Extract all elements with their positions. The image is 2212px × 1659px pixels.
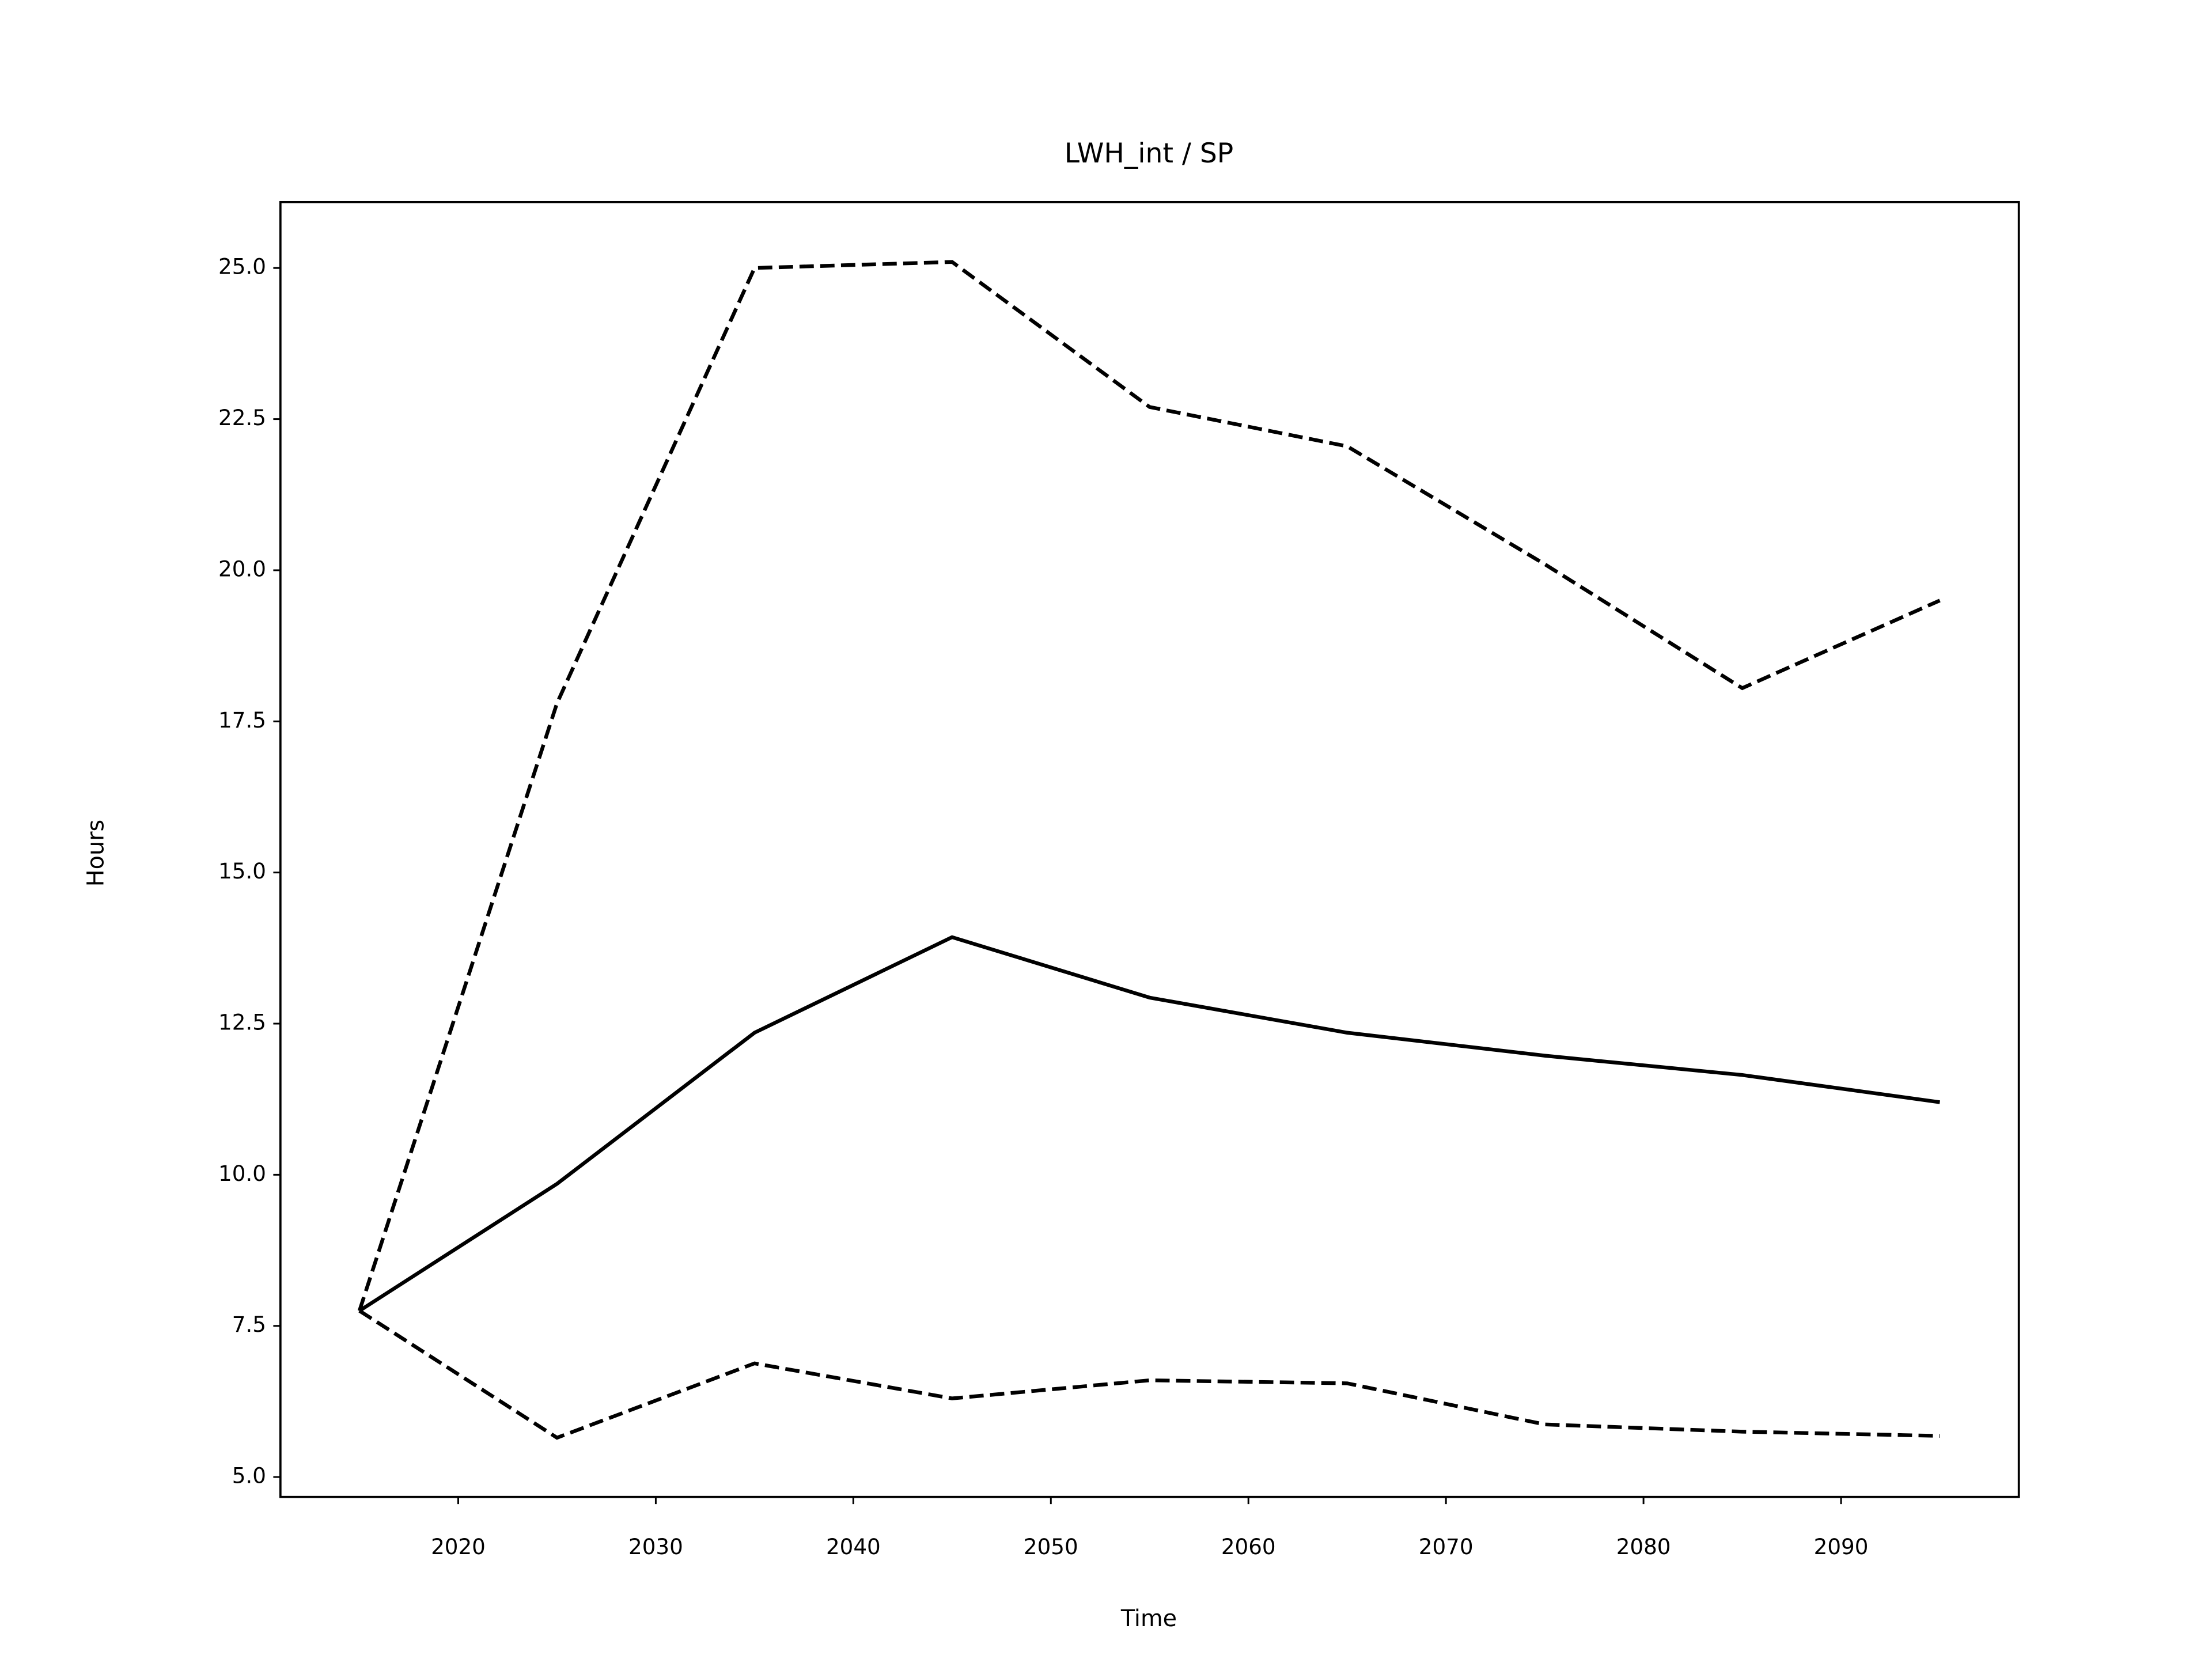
y-tick-label: 5.0 [232,1463,266,1488]
y-tick-label: 17.5 [218,707,266,733]
y-tick-label: 15.0 [218,858,266,884]
x-axis-label: Time [1120,1605,1177,1632]
series-line [358,1309,1940,1440]
plot-frame [279,200,2020,1498]
x-tick-label: 2040 [826,1534,881,1559]
x-tick-label: 2050 [1024,1534,1078,1559]
y-tick-label: 10.0 [218,1161,266,1186]
x-tick-label: 2020 [431,1534,486,1559]
series-line [358,935,1940,1313]
x-tick-label: 2070 [1419,1534,1474,1559]
y-tick-label: 12.5 [218,1010,266,1035]
x-tick-label: 2030 [628,1534,683,1559]
series-line [357,260,1941,1312]
y-axis-label: Hours [82,820,109,887]
y-tick-label: 7.5 [232,1312,266,1337]
chart-title: LWH_int / SP [1065,138,1234,169]
y-tick-label: 25.0 [218,254,266,279]
y-tick-label: 20.0 [218,556,266,581]
y-tick-label: 22.5 [218,405,266,430]
x-tick-label: 2080 [1616,1534,1671,1559]
x-tick-label: 2060 [1221,1534,1276,1559]
x-tick-label: 2090 [1814,1534,1869,1559]
